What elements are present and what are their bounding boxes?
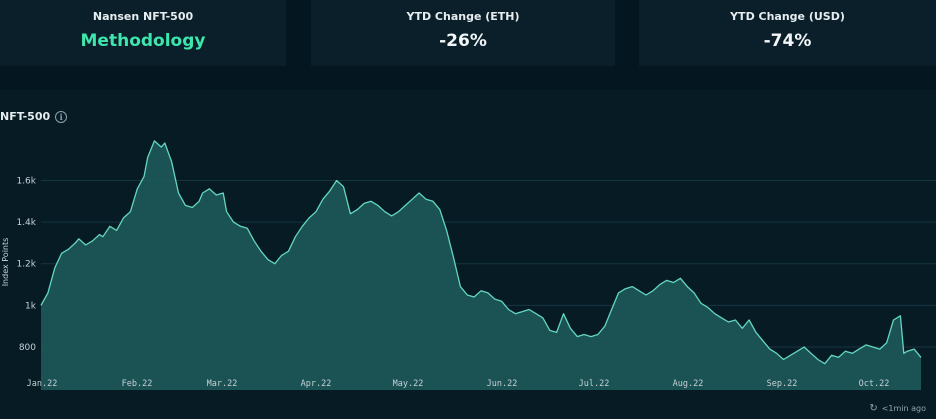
last-updated-text: <1min ago: [881, 404, 926, 413]
y-axis-label: Index Points: [1, 238, 10, 287]
ytd-usd-card: YTD Change (USD) -74%: [639, 0, 936, 66]
y-tick-label: 1k: [25, 301, 37, 311]
x-tick-label: Jun.22: [487, 379, 518, 389]
y-tick-label: 1.4k: [16, 218, 36, 228]
ytd-eth-value: -26%: [439, 31, 487, 51]
card-label: Nansen NFT-500: [92, 10, 194, 23]
x-tick-label: Mar.22: [207, 379, 238, 389]
y-tick-label: 1.2k: [16, 260, 36, 270]
status-indicator: ↻ <1min ago: [869, 403, 926, 414]
chart-title: NFT-500 i: [0, 110, 68, 123]
card-label: YTD Change (USD): [730, 10, 845, 23]
x-tick-label: Feb.22: [122, 379, 153, 389]
x-tick-label: Oct.22: [859, 379, 890, 389]
series-line: [40, 140, 922, 365]
x-tick-label: Aug.22: [673, 379, 704, 389]
chart-title-text: NFT-500: [0, 110, 51, 123]
ytd-eth-card: YTD Change (ETH) -26%: [311, 0, 615, 66]
x-tick-label: Jan.22: [27, 379, 58, 389]
series-area: [41, 140, 921, 390]
x-tick-label: May.22: [393, 379, 424, 389]
ytd-usd-value: -74%: [763, 31, 812, 51]
nft500-card: Nansen NFT-500 Methodology: [0, 0, 286, 66]
y-tick-label: 800: [19, 343, 36, 353]
x-tick-label: Jul.22: [579, 379, 610, 389]
x-tick-label: Sep.22: [767, 379, 798, 389]
x-tick-label: Apr.22: [301, 379, 332, 389]
info-icon[interactable]: i: [55, 110, 68, 123]
methodology-link[interactable]: Methodology: [80, 31, 206, 51]
y-tick-label: 1.6k: [16, 176, 36, 186]
card-label: YTD Change (ETH): [406, 10, 520, 23]
refresh-icon[interactable]: ↻: [869, 403, 878, 414]
